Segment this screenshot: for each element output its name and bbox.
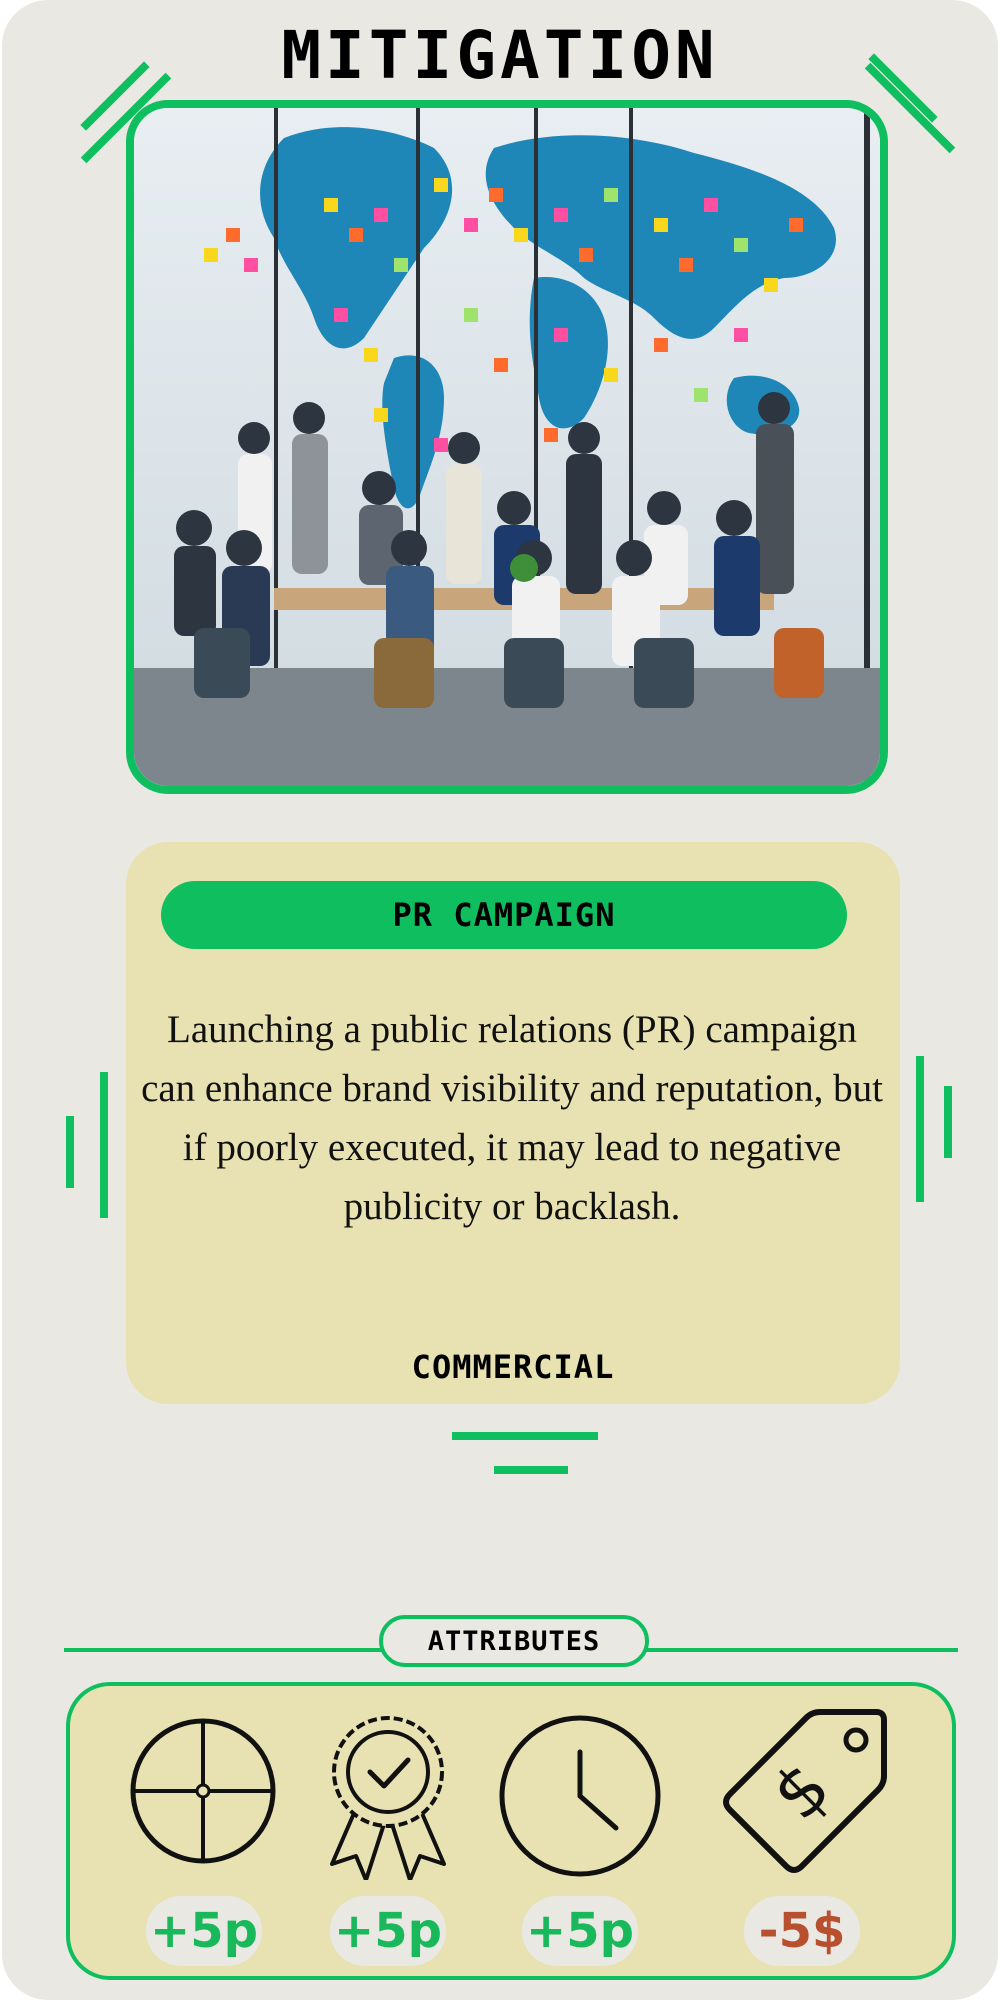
- deco-dash-2: [494, 1466, 568, 1474]
- crosshair-icon: [128, 1716, 278, 1866]
- deco-dash-1: [452, 1432, 598, 1440]
- card-category: COMMERCIAL: [411, 1348, 615, 1386]
- attribute-value-quality: +5p: [330, 1896, 446, 1966]
- attribute-value-cost: -5$: [744, 1896, 860, 1966]
- deco-bar-right-1: [916, 1056, 924, 1202]
- price-tag-dollar-icon: $: [716, 1704, 892, 1880]
- card-type-title: MITIGATION: [281, 17, 719, 94]
- deco-bar-right-2: [944, 1086, 952, 1158]
- deco-bar-left-2: [100, 1072, 108, 1218]
- svg-text:$: $: [756, 1746, 845, 1835]
- card-name-banner: PR CAMPAIGN: [161, 881, 847, 949]
- card-description: Launching a public relations (PR) campai…: [141, 1008, 883, 1228]
- award-ribbon-icon: [328, 1714, 448, 1882]
- clock-icon: [498, 1714, 662, 1878]
- attribute-value-time: +5p: [522, 1896, 638, 1966]
- deco-bar-left-1: [66, 1116, 74, 1188]
- attributes-label: ATTRIBUTES: [379, 1615, 649, 1667]
- card-illustration: [126, 100, 888, 794]
- attribute-value-accuracy: +5p: [146, 1896, 262, 1966]
